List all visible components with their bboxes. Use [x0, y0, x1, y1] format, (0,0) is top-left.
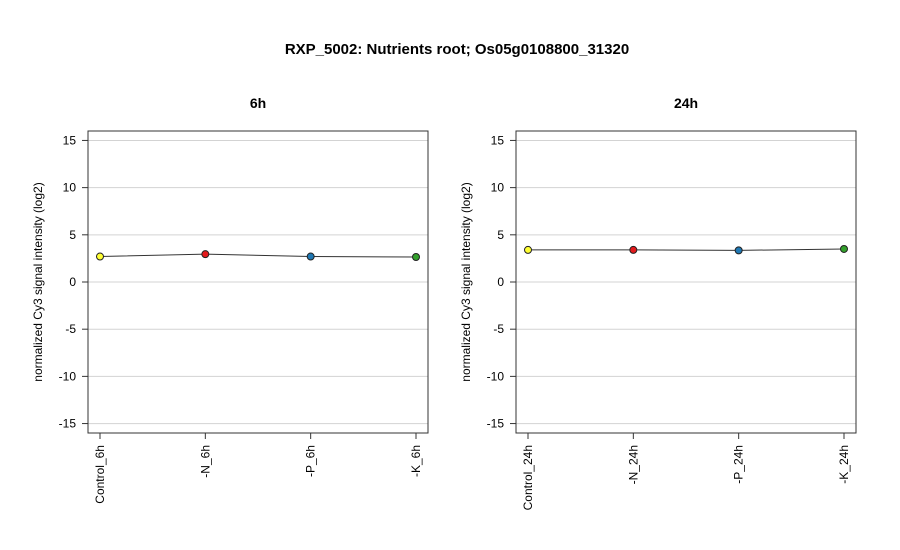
- y-tick-label: -10: [59, 369, 77, 383]
- y-tick-label: -15: [487, 417, 505, 431]
- x-tick-label: Control_6h: [93, 445, 107, 504]
- panel-6h: -15 -10 -5 0 5 10 15 normalized Cy3 signal inte…: [31, 95, 429, 504]
- y-tick-label: 15: [63, 133, 77, 147]
- panel-title: 6h: [250, 95, 266, 111]
- x-tick-label: Control_24h: [521, 445, 535, 510]
- y-tick-label: -5: [65, 322, 76, 336]
- y-tick-label: 10: [63, 181, 77, 195]
- x-tick-label: -P_6h: [304, 445, 318, 477]
- x-tick-label: -P_24h: [732, 445, 746, 484]
- y-tick-label: -10: [487, 369, 505, 383]
- y-tick-label: -5: [493, 322, 504, 336]
- y-axis-label: normalized Cy3 signal intensity (log2): [459, 182, 473, 381]
- y-axis-label: normalized Cy3 signal intensity (log2): [31, 182, 45, 381]
- data-point-Control_24h: [524, 245, 532, 254]
- data-point--N_24h: [629, 245, 638, 254]
- y-tick-label: 10: [491, 181, 505, 195]
- panel-title: 24h: [674, 95, 698, 111]
- series-line: [99, 253, 417, 258]
- y-tick-label: 5: [497, 228, 504, 242]
- y-tick-label: 0: [497, 275, 504, 289]
- data-point--K_24h: [840, 244, 848, 253]
- x-tick-label: -N_6h: [198, 445, 212, 478]
- y-tick-label: 0: [69, 275, 76, 289]
- y-tick-label: -15: [59, 417, 77, 431]
- x-tick-label: -K_6h: [409, 445, 423, 477]
- x-tick-label: -K_24h: [837, 445, 851, 484]
- data-point-Control_6h: [96, 252, 104, 261]
- x-tick-label: -N_24h: [626, 445, 640, 484]
- panel-24h: -15 -10 -5 0 5 10 15 normalized Cy3 signal inte…: [459, 95, 857, 510]
- y-tick-label: 5: [69, 228, 76, 242]
- data-point--P_24h: [734, 246, 743, 255]
- y-tick-label: 15: [491, 133, 505, 147]
- data-point--P_6h: [306, 252, 315, 261]
- series-line: [528, 248, 845, 251]
- data-point--N_6h: [201, 250, 210, 259]
- main-title: RXP_5002: Nutrients root; Os05g0108800_3…: [285, 41, 629, 58]
- data-point--K_6h: [412, 252, 420, 261]
